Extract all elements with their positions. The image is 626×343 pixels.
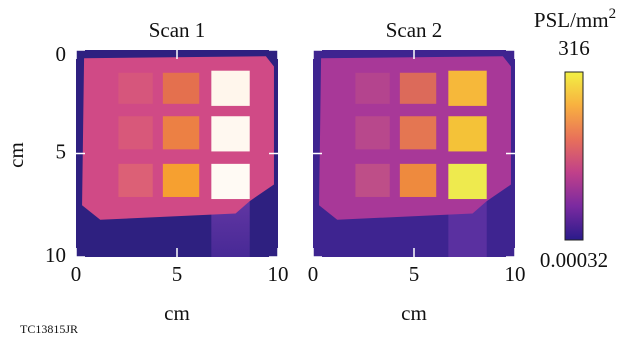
colorbar-label: PSL/mm2	[534, 6, 616, 31]
y-tick-label: 10	[45, 243, 66, 267]
scan-1-image	[76, 50, 278, 257]
x-tick-label: 0	[308, 262, 319, 286]
colorbar-tick-label: 0.00032	[540, 248, 608, 272]
panel-title: Scan 1	[149, 18, 206, 42]
y-tick-label: 5	[56, 139, 67, 163]
y-axis-label: cm	[4, 142, 28, 168]
figure-id: TC13815JR	[20, 322, 78, 336]
x-tick-label: 5	[409, 262, 420, 286]
x-axis-label: cm	[164, 301, 190, 325]
colorbar-tick-label: 316	[558, 36, 590, 60]
x-tick-label: 5	[172, 262, 183, 286]
colorbar	[565, 72, 583, 240]
panel-title: Scan 2	[386, 18, 443, 42]
x-tick-label: 0	[71, 262, 82, 286]
figure: cm TC13815JR PSL/mm2 Scan 1cm05100510Sca…	[0, 0, 626, 343]
scan-2-image	[313, 50, 515, 257]
x-tick-label: 10	[268, 262, 289, 286]
colorbar-label-sup: 2	[609, 6, 617, 22]
colorbar-label-text: PSL/mm	[534, 8, 609, 32]
y-tick-label: 0	[56, 42, 67, 66]
x-tick-label: 10	[505, 262, 526, 286]
x-axis-label: cm	[401, 301, 427, 325]
